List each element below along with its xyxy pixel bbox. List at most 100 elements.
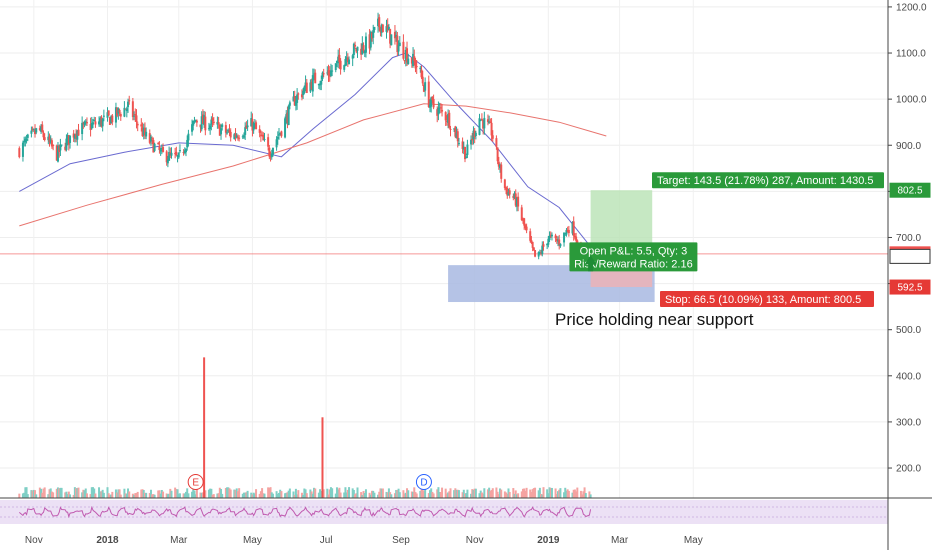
volume-bar: [344, 487, 347, 498]
volume-bar: [253, 493, 256, 498]
volume-bar: [48, 489, 51, 498]
volume-bar: [67, 491, 70, 498]
candle: [419, 65, 422, 73]
volume-bar: [437, 487, 440, 498]
candle: [160, 144, 163, 155]
price-badge-label: 659.0: [897, 252, 922, 263]
volume-bar: [379, 488, 382, 498]
candle: [327, 64, 330, 82]
candle: [218, 123, 221, 136]
volume-bar: [506, 493, 509, 498]
volume-bar: [348, 487, 351, 498]
candle: [258, 125, 261, 138]
candle: [244, 122, 247, 140]
volume-bar: [165, 493, 168, 498]
volume-bar: [559, 488, 562, 498]
candle: [438, 102, 441, 114]
event-marker-e[interactable]: E: [187, 474, 204, 490]
volume-bar: [406, 488, 409, 498]
volume-bar: [540, 493, 543, 498]
candle: [100, 115, 103, 128]
volume-bar: [410, 491, 413, 498]
volume-bar: [466, 489, 469, 498]
candle: [513, 191, 516, 200]
volume-bar: [412, 491, 415, 498]
price-tick-label: 500.0: [896, 325, 921, 336]
volume-bar: [584, 493, 587, 498]
volume-bar: [320, 491, 323, 498]
candle: [369, 30, 372, 51]
candle: [123, 101, 126, 118]
volume-bar: [314, 488, 317, 498]
volume-bar: [403, 493, 406, 498]
candle: [242, 132, 245, 139]
volume-bar: [284, 493, 287, 498]
candle: [364, 32, 367, 58]
long-position-tool[interactable]: [590, 190, 653, 288]
candle: [461, 137, 464, 154]
volume-bar: [398, 492, 401, 498]
candle: [506, 185, 509, 199]
volume-bar: [101, 489, 104, 498]
candle: [329, 63, 332, 78]
volume-bar: [64, 492, 67, 498]
time-axis[interactable]: Nov 2018 Mar May Jul Sep Nov 2019 Mar May: [25, 535, 703, 546]
candle: [500, 162, 503, 183]
candle: [48, 133, 51, 147]
candle: [193, 116, 196, 124]
price-tick-label: 700.0: [896, 233, 921, 244]
candle: [26, 133, 29, 142]
volume-bar: [66, 494, 69, 498]
volume-bar: [378, 491, 381, 498]
volume-bar: [548, 487, 551, 498]
candle: [566, 226, 569, 233]
candle: [34, 124, 37, 138]
candle: [379, 26, 382, 37]
volume-bar: [235, 488, 238, 498]
volume-bar: [193, 490, 196, 498]
candle: [548, 231, 551, 242]
candle: [209, 123, 212, 135]
price-tick-label: 300.0: [896, 417, 921, 428]
volume-bar: [513, 493, 516, 498]
volume-bar: [557, 491, 559, 498]
candle: [483, 111, 486, 135]
candle: [58, 144, 61, 158]
volume-bar: [439, 491, 442, 498]
candle: [537, 251, 540, 260]
candle: [175, 146, 178, 157]
volume-bar: [319, 489, 322, 498]
volume-bar: [252, 492, 255, 498]
volume-bar: [158, 490, 161, 498]
candle: [221, 123, 224, 131]
event-marker-d[interactable]: D: [415, 474, 432, 490]
candle: [133, 111, 136, 121]
candle: [168, 146, 171, 162]
price-axis[interactable]: 200.0300.0400.0500.0600.0700.0800.0900.0…: [888, 2, 927, 475]
volume-bar: [124, 493, 127, 498]
candle: [212, 117, 215, 126]
chart-annotation[interactable]: Price holding near support: [555, 310, 754, 329]
volume-bar: [177, 493, 180, 498]
volume-bar: [351, 488, 354, 498]
candle: [505, 186, 508, 195]
volume-bar: [228, 488, 231, 498]
candle: [134, 108, 137, 122]
candle: [201, 109, 204, 124]
volume-bar: [355, 493, 358, 498]
candle: [270, 149, 273, 160]
candle: [363, 49, 366, 58]
time-tick-label: May: [243, 535, 262, 546]
volume-bar: [152, 494, 155, 498]
candle: [24, 136, 27, 147]
candle: [305, 78, 308, 94]
volume-bar: [241, 493, 244, 498]
volume-bar: [461, 492, 464, 498]
volume-bar: [555, 493, 558, 498]
candle: [317, 83, 320, 89]
volume-bar: [430, 488, 433, 498]
volume-bar: [327, 494, 330, 498]
volume-bar: [581, 494, 584, 498]
